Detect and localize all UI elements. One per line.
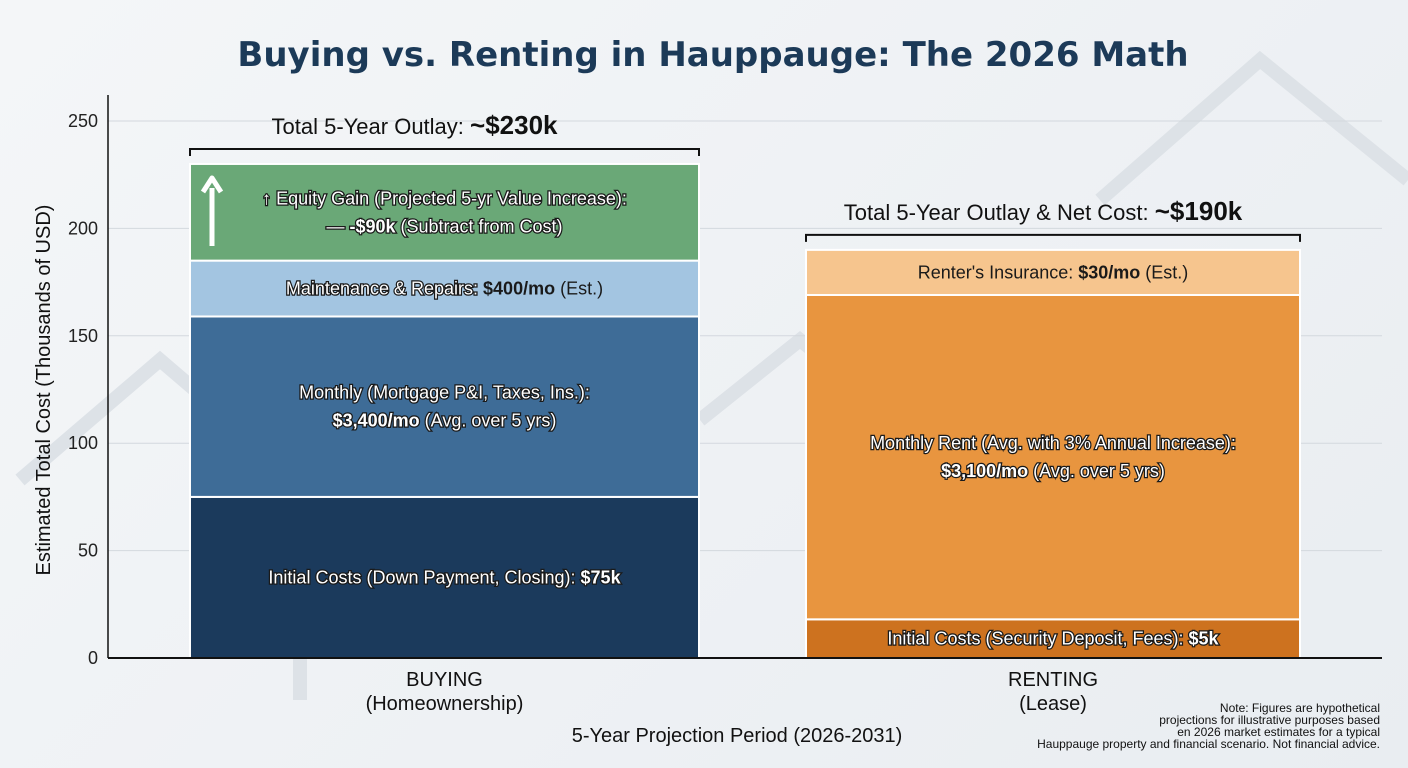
- x-category-label: BUYING: [406, 669, 483, 691]
- total-label: Total 5-Year Outlay & Net Cost: ~$190k: [844, 196, 1243, 226]
- note-line: Note: Figures are hypothetical: [1220, 701, 1380, 715]
- x-category-label: RENTING: [1008, 669, 1098, 691]
- bar-segment: [805, 248, 1301, 296]
- segment-label: $3,100/mo (Avg. over 5 yrs): [941, 461, 1165, 481]
- y-tick-label: 0: [88, 648, 98, 668]
- total-label: Total 5-Year Outlay: ~$230k: [272, 110, 559, 140]
- total-value: ~$230k: [470, 110, 558, 140]
- total-bracket: [189, 147, 700, 156]
- y-tick-label: 200: [68, 218, 98, 238]
- segment-label: — -$90k (Subtract from Cost): [326, 216, 562, 236]
- segment-text: Monthly Rent (Avg. with 3% Annual Increa…: [870, 433, 1236, 453]
- y-axis-ticks: 0 50 100 150 200 250: [68, 111, 98, 668]
- segment-text: Initial Costs (Security Deposit, Fees):: [887, 629, 1188, 649]
- x-axis-label: 5-Year Projection Period (2026-2031): [572, 725, 903, 747]
- total-value: ~$190k: [1155, 196, 1243, 226]
- segment-label: Monthly Rent (Avg. with 3% Annual Increa…: [870, 433, 1236, 453]
- segment-label: Monthly (Mortgage P&I, Taxes, Ins.):: [299, 383, 590, 403]
- bar-0: Initial Costs (Down Payment, Closing): $…: [189, 110, 700, 659]
- segment-text: (Subtract from Cost): [396, 216, 563, 236]
- segment-value: -$90k: [349, 216, 396, 236]
- footnote: Note: Figures are hypotheticalprojection…: [1037, 701, 1380, 751]
- y-tick-label: 150: [68, 326, 98, 346]
- bar-segment: [805, 293, 1301, 621]
- total-bracket: [805, 233, 1301, 242]
- arrow-up-icon: [200, 175, 224, 246]
- segment-text: Initial Costs (Down Payment, Closing):: [268, 567, 580, 587]
- bar-segment: [189, 259, 700, 318]
- segment-value: $30/mo: [1078, 262, 1140, 282]
- segment-text: Renter's Insurance:: [918, 262, 1079, 282]
- note-line: en 2026 market estimates for a typical: [1177, 725, 1380, 739]
- segment-text: (Avg. over 5 yrs): [1028, 461, 1165, 481]
- bar-segment: [189, 162, 700, 262]
- bars: Initial Costs (Down Payment, Closing): $…: [189, 110, 1301, 659]
- segment-text: —: [326, 216, 349, 236]
- segment-text: (Est.): [555, 279, 603, 299]
- bar-segment: [189, 315, 700, 498]
- y-tick-label: 50: [78, 541, 98, 561]
- segment-value: $75k: [581, 567, 622, 587]
- chart-title: Buying vs. Renting in Hauppauge: The 202…: [237, 35, 1188, 75]
- segment-value: $3,400/mo: [333, 411, 420, 431]
- segment-value: $400/mo: [483, 279, 555, 299]
- x-axis-categories: BUYING(Homeownership) RENTING(Lease): [366, 669, 1098, 715]
- bar-segment: [189, 495, 700, 659]
- bar-1: Initial Costs (Security Deposit, Fees): …: [805, 196, 1301, 659]
- segment-text: Monthly (Mortgage P&I, Taxes, Ins.):: [299, 383, 590, 403]
- note-line: projections for illustrative purposes ba…: [1159, 713, 1380, 727]
- total-text: Total 5-Year Outlay:: [272, 114, 471, 139]
- x-category-sublabel: (Lease): [1019, 693, 1087, 715]
- segment-label: Initial Costs (Security Deposit, Fees): …: [887, 629, 1219, 649]
- segment-label: Initial Costs (Down Payment, Closing): $…: [268, 567, 621, 587]
- y-tick-label: 250: [68, 111, 98, 131]
- bar-segment: [805, 618, 1301, 659]
- segment-label: Renter's Insurance: $30/mo (Est.): [918, 262, 1189, 282]
- x-category-sublabel: (Homeownership): [366, 693, 524, 715]
- segment-text: ↑ Equity Gain (Projected 5-yr Value Incr…: [262, 188, 627, 208]
- y-tick-label: 100: [68, 433, 98, 453]
- segment-label: $3,400/mo (Avg. over 5 yrs): [333, 411, 557, 431]
- segment-text: Maintenance & Repairs:: [286, 279, 483, 299]
- segment-label: Maintenance & Repairs: $400/mo (Est.): [286, 279, 603, 299]
- segment-value: $5k: [1189, 629, 1220, 649]
- y-axis-label: Estimated Total Cost (Thousands of USD): [33, 205, 55, 576]
- total-text: Total 5-Year Outlay & Net Cost:: [844, 200, 1155, 225]
- segment-text: (Est.): [1140, 262, 1188, 282]
- segment-value: $3,100/mo: [941, 461, 1028, 481]
- segment-label: ↑ Equity Gain (Projected 5-yr Value Incr…: [262, 188, 627, 208]
- segment-text: (Avg. over 5 yrs): [420, 411, 557, 431]
- note-line: Hauppauge property and financial scenari…: [1037, 737, 1380, 751]
